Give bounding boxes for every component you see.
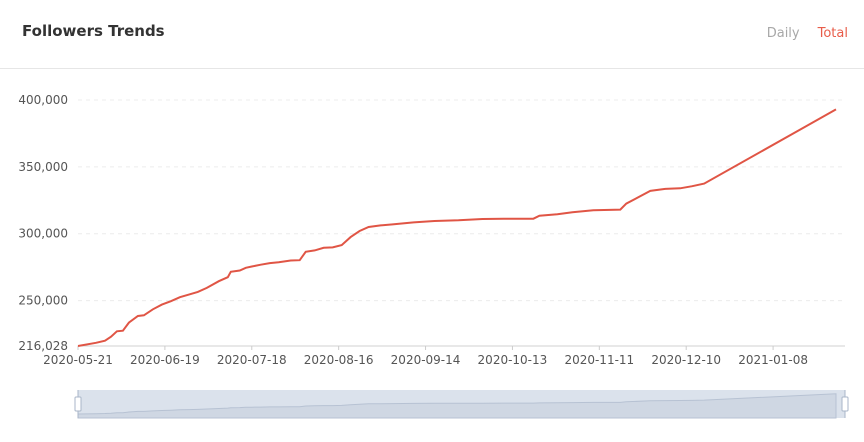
- slider-right-handle[interactable]: [841, 396, 849, 412]
- x-tick-label: 2020-06-19: [130, 353, 200, 367]
- series-line: [77, 108, 837, 347]
- x-tick-label: 2020-12-10: [651, 353, 721, 367]
- grid-lines: [78, 99, 845, 302]
- y-tick-label: 216,028: [18, 339, 68, 353]
- y-axis-ticks: 216,028 250,000 300,000 350,000 400,000: [18, 93, 68, 353]
- x-tick-label: 2020-05-21: [43, 353, 113, 367]
- slider-left-handle[interactable]: [74, 396, 82, 412]
- y-tick-label: 250,000: [18, 294, 68, 308]
- x-tick-label: 2020-10-13: [478, 353, 548, 367]
- y-tick-label: 300,000: [18, 227, 68, 241]
- x-tick-label: 2021-01-08: [738, 353, 808, 367]
- chart-title: Followers Trends: [22, 22, 165, 40]
- card-header: Followers Trends Daily Total: [0, 0, 864, 69]
- x-tick-label: 2020-11-11: [564, 353, 634, 367]
- tab-daily[interactable]: Daily: [766, 26, 800, 41]
- tab-total[interactable]: Total: [817, 26, 848, 41]
- x-tick-label: 2020-08-16: [304, 353, 374, 367]
- y-tick-label: 400,000: [18, 93, 68, 107]
- x-tick-label: 2020-07-18: [217, 353, 287, 367]
- x-tick-label: 2020-09-14: [391, 353, 461, 367]
- range-slider[interactable]: [74, 390, 849, 419]
- y-tick-label: 350,000: [18, 160, 68, 174]
- x-axis-ticks: 2020-05-21 2020-06-19 2020-07-18 2020-08-16…: [43, 346, 808, 367]
- slider-preview-area: [77, 393, 837, 419]
- view-toggle: Daily Total: [767, 26, 848, 41]
